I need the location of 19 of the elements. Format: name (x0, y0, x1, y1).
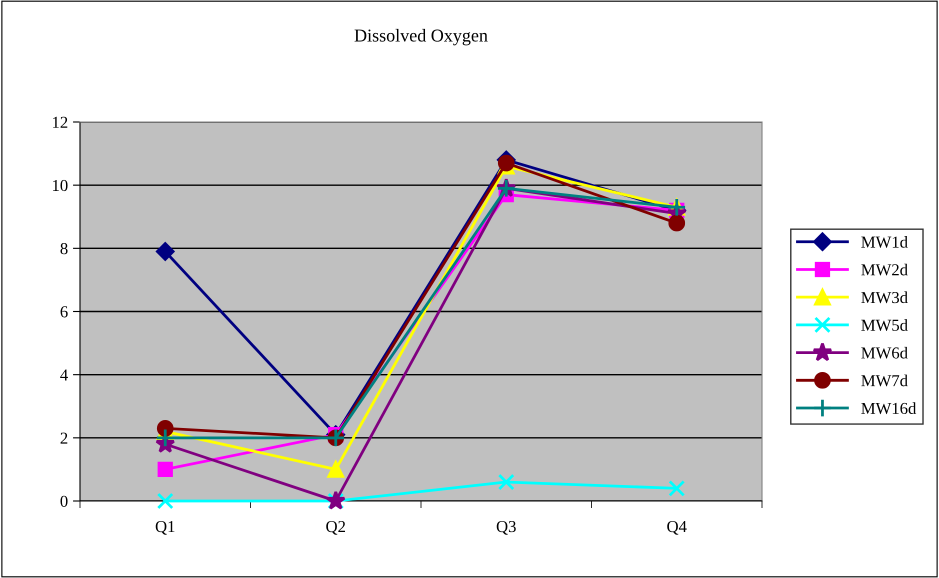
legend-label: MW3d (861, 291, 908, 304)
legend-label: MW5d (861, 319, 908, 331)
y-tick-label: 4 (60, 369, 68, 380)
x-tick-label: Q3 (496, 520, 516, 535)
chart-title: Dissolved Oxygen (354, 28, 488, 46)
y-tick-label: 6 (60, 306, 68, 318)
x-tick-label: Q2 (326, 520, 346, 535)
y-tick-label: 8 (60, 243, 68, 254)
legend-label: MW7d (861, 374, 908, 386)
legend-label: MW6d (861, 346, 908, 359)
y-tick-label: 10 (52, 180, 68, 192)
legend-label: MW1d (861, 236, 908, 248)
x-tick-label: Q1 (156, 520, 174, 535)
x-tick-label: Q4 (667, 520, 687, 535)
y-tick-label: 2 (60, 432, 68, 444)
y-tick-label: 12 (52, 116, 68, 128)
legend-label: MW16d (861, 402, 916, 414)
legend-label: MW2d (861, 264, 908, 276)
y-tick-label: 0 (60, 496, 68, 507)
